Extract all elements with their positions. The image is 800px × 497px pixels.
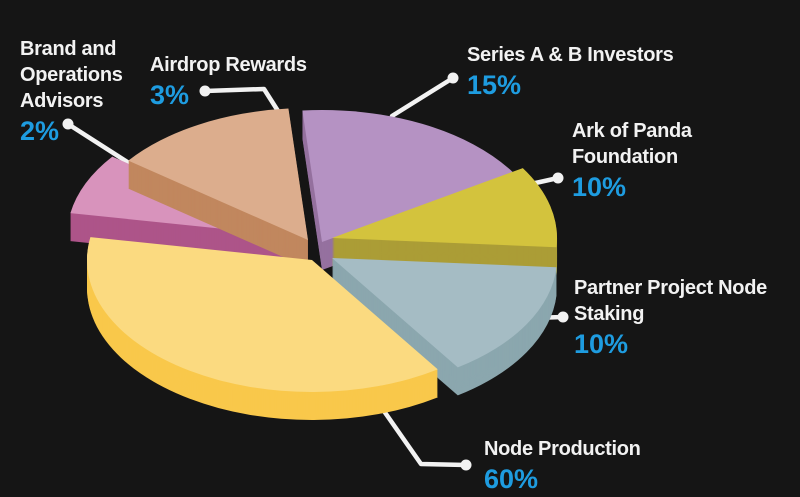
label-line: Partner Project Node [574, 277, 767, 299]
pie-slice-top-airdrop-rewards [128, 108, 308, 240]
pie-slice-node-production [87, 237, 438, 420]
label-percent: 2% [20, 116, 60, 146]
label-percent: 10% [572, 172, 627, 202]
pie-slice-top-series-a-b-investors [302, 110, 513, 243]
leader-dot-partner-project-node-staking [557, 311, 569, 323]
leader-dot-brand-operations-advisors [62, 118, 74, 130]
label-percent: 3% [150, 80, 190, 110]
leader-dot-node-production [460, 459, 472, 471]
label-percent: 15% [467, 70, 522, 100]
label-percent: 10% [574, 329, 629, 359]
label-node-production: Node Production 60% [484, 436, 641, 494]
pie-slice-top-node-production [87, 237, 438, 392]
label-line: Foundation [572, 146, 678, 168]
label-brand-operations-advisors: Brand and Operations Advisors 2% [20, 36, 123, 146]
label-line: Brand and [20, 38, 117, 60]
leader-dot-ark-of-panda-foundation [552, 172, 564, 184]
label-line: Airdrop Rewards [150, 54, 307, 76]
label-partner-project-node-staking: Partner Project Node Staking 10% [574, 275, 767, 359]
label-airdrop-rewards: Airdrop Rewards 3% [150, 52, 307, 110]
label-series-a-b-investors: Series A & B Investors 15% [467, 42, 674, 100]
leader-dot-series-a-b-investors [447, 72, 459, 84]
pie-slice-ark-of-panda-foundation [332, 168, 558, 276]
leader-dot-airdrop-rewards [199, 85, 211, 97]
label-line: Staking [574, 303, 645, 325]
label-line: Series A & B Investors [467, 44, 674, 66]
leader-line-airdrop-rewards [202, 86, 281, 114]
pie-slice-top-partner-project-node-staking [332, 258, 557, 368]
label-ark-of-panda-foundation: Ark of Panda Foundation 10% [572, 118, 692, 202]
pie-slice-airdrop-rewards [128, 108, 308, 268]
label-line: Ark of Panda [572, 120, 692, 142]
label-line: Node Production [484, 438, 641, 460]
pie-slice-top-ark-of-panda-foundation [332, 168, 558, 248]
leader-line-series-a-b-investors [389, 75, 456, 119]
label-line: Operations [20, 64, 123, 86]
pie-slice-series-a-b-investors [302, 110, 513, 270]
leader-line-node-production [376, 401, 469, 468]
label-line: Advisors [20, 90, 104, 112]
label-percent: 60% [484, 464, 539, 494]
pie-slice-partner-project-node-staking [332, 258, 557, 396]
